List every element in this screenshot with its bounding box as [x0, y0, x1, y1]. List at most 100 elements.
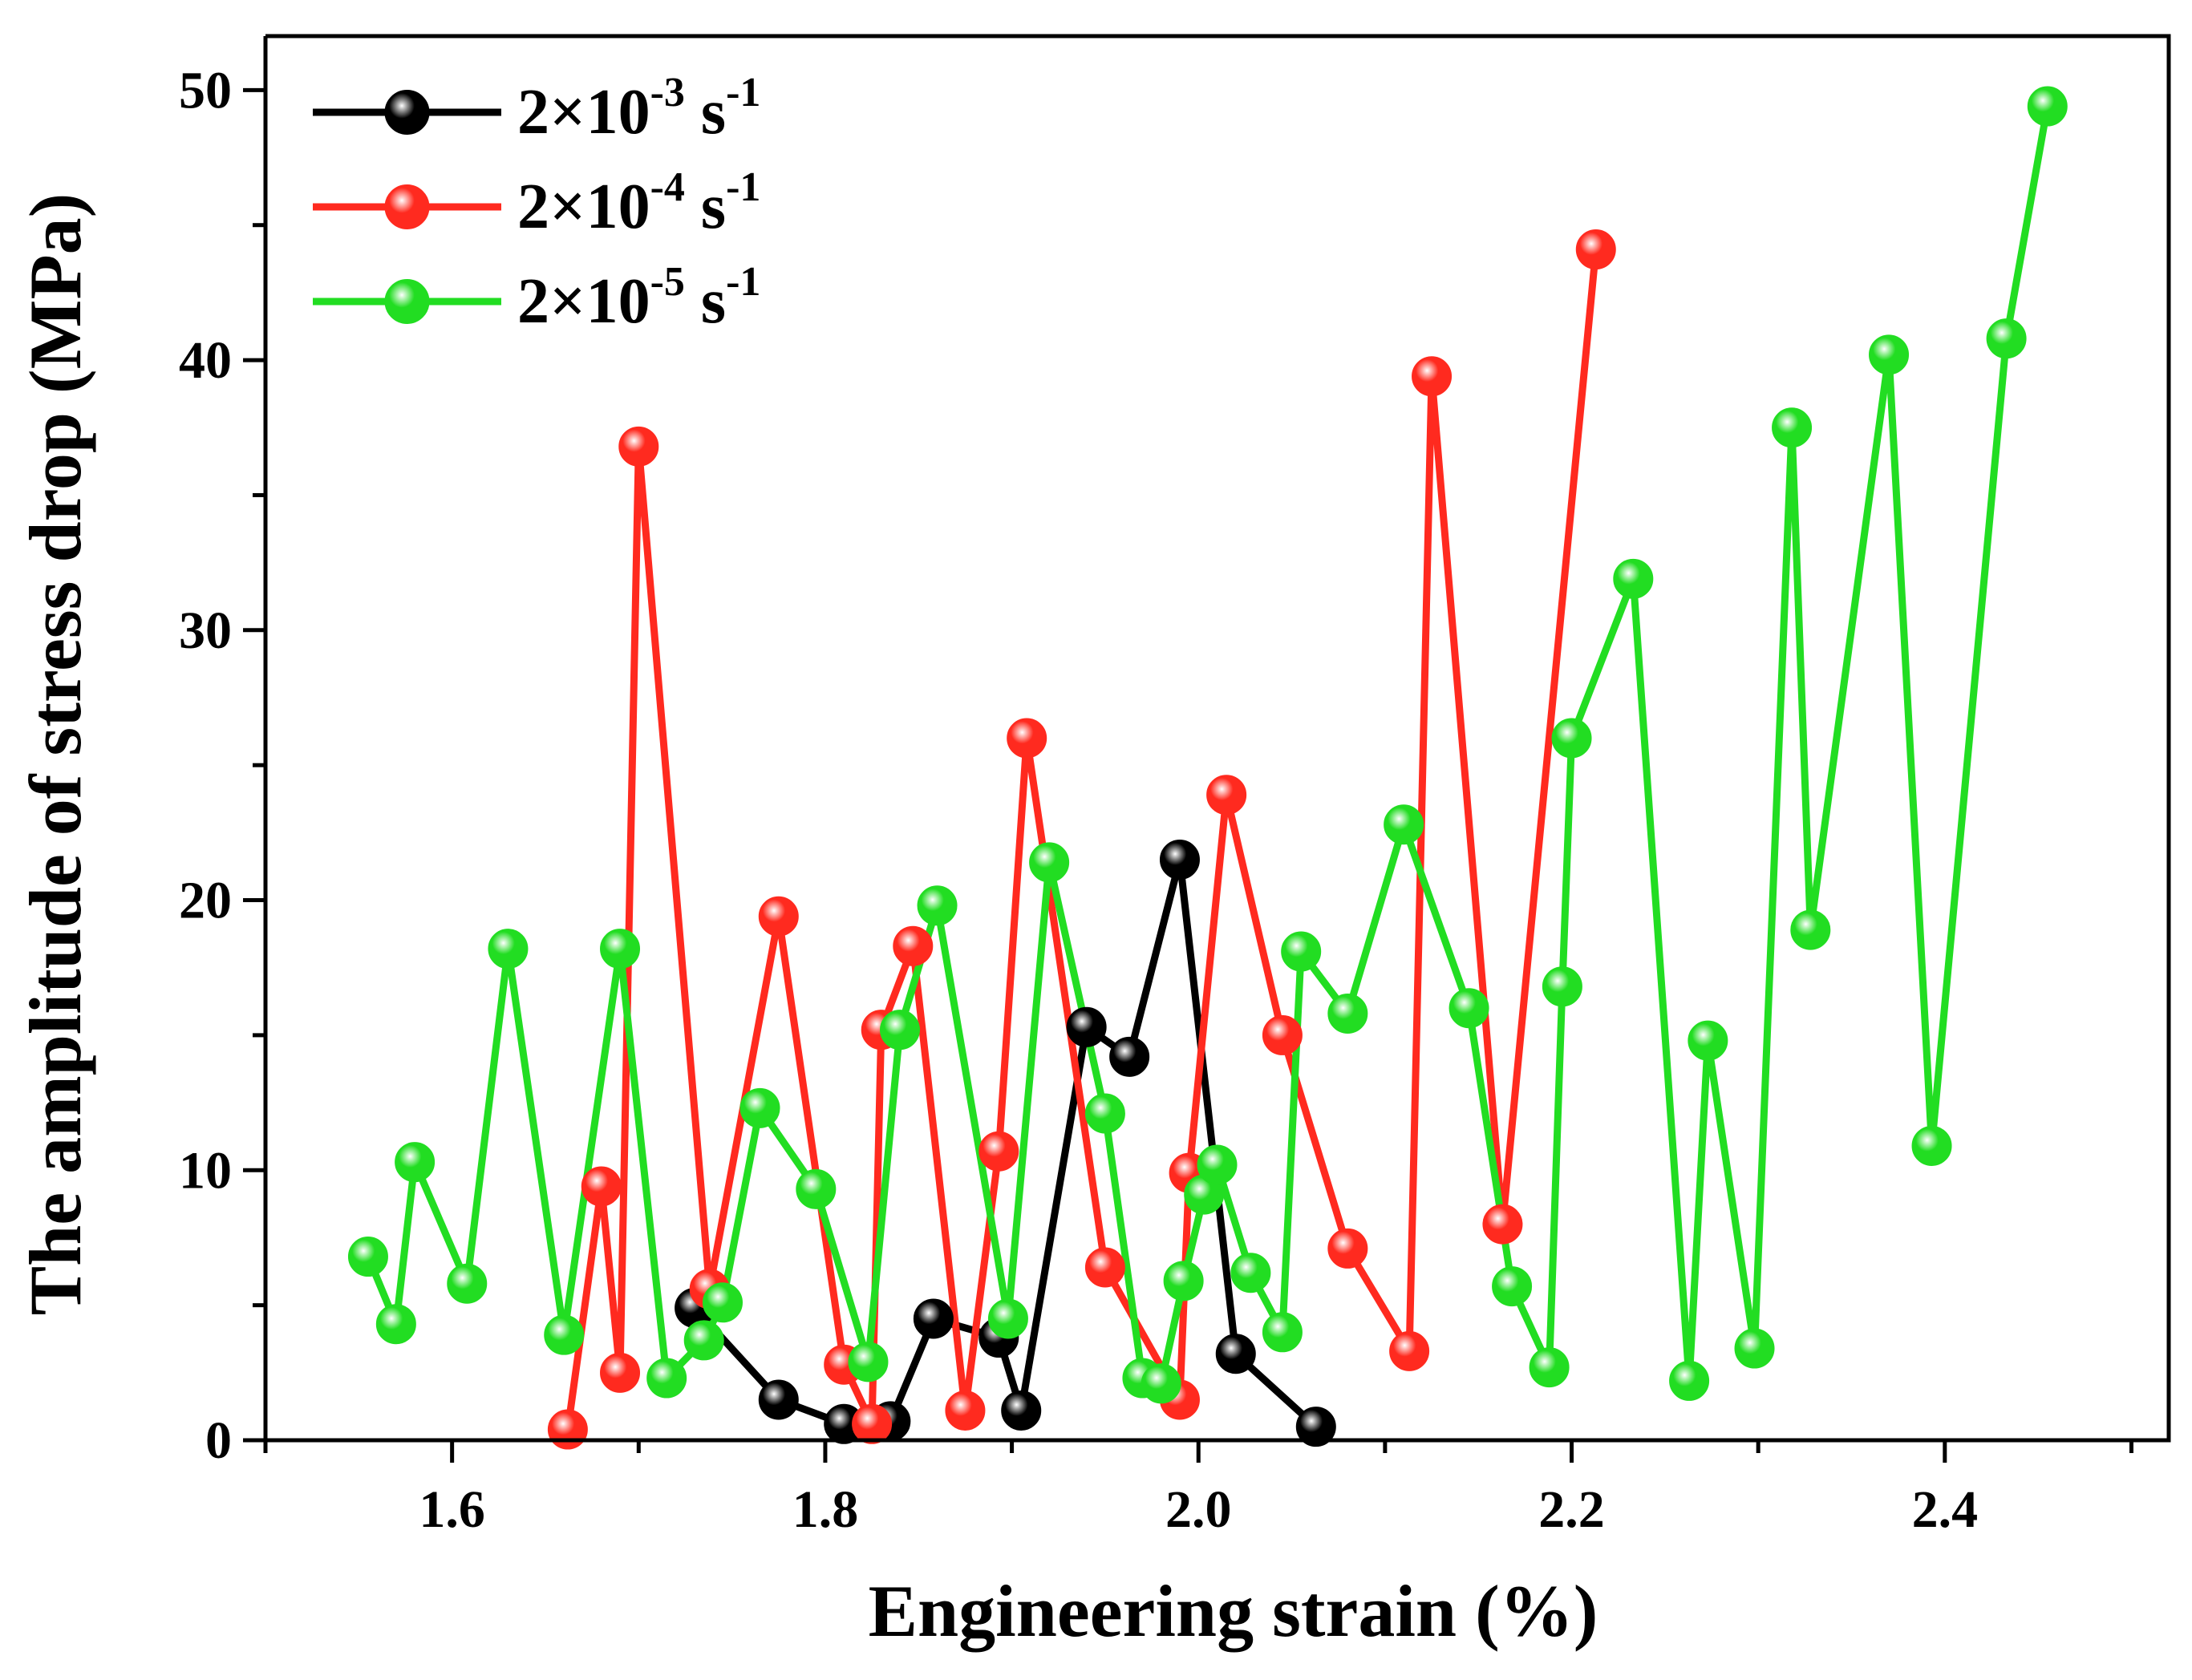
y-tick-label: 20 — [179, 872, 232, 930]
data-point — [1163, 1261, 1204, 1301]
x-tick-label: 1.6 — [419, 1480, 485, 1539]
data-point — [978, 1131, 1019, 1172]
data-point — [1869, 334, 1910, 375]
data-point — [683, 1320, 724, 1361]
axes: 1.6 1.8 2.0 2.2 2.4 0 10 20 30 40 50 — [179, 34, 2171, 1539]
data-point — [917, 885, 958, 926]
data-point — [945, 1390, 986, 1431]
data-point — [1492, 1266, 1533, 1307]
legend-marker — [384, 279, 430, 324]
legend-unit: s — [685, 77, 726, 148]
legend-label: 2×10-3 s-1 — [517, 70, 760, 148]
data-point — [1911, 1125, 1952, 1166]
data-point — [848, 1342, 889, 1382]
data-point — [1551, 718, 1592, 759]
data-point — [1007, 718, 1047, 759]
data-point — [1084, 1247, 1125, 1288]
data-point — [1449, 988, 1489, 1029]
legend-label: 2×10-5 s-1 — [517, 259, 760, 337]
data-point — [1669, 1360, 1710, 1401]
legend-unit: s — [685, 172, 726, 242]
data-point — [1262, 1312, 1303, 1353]
x-axis-title: Engineering strain (%) — [869, 1570, 1598, 1652]
data-point — [1230, 1253, 1271, 1293]
legend: 2×10-3 s-12×10-4 s-12×10-5 s-1 — [313, 70, 760, 337]
data-point — [395, 1142, 436, 1183]
data-point — [758, 1379, 799, 1420]
data-point — [702, 1282, 743, 1323]
legend-unit-exponent: -1 — [726, 70, 760, 115]
y-tick-label: 50 — [179, 61, 232, 119]
series-line — [564, 249, 1600, 1431]
data-point — [1141, 1363, 1181, 1404]
data-point — [618, 426, 659, 467]
data-point — [1215, 1334, 1256, 1374]
y-tick-label: 0 — [205, 1411, 232, 1470]
data-point — [547, 1409, 588, 1450]
data-point — [1295, 1407, 1336, 1447]
data-point — [1542, 966, 1582, 1007]
data-point — [375, 1304, 416, 1345]
data-point — [1327, 1228, 1368, 1269]
x-tick-label: 2.4 — [1912, 1480, 1979, 1539]
y-axis-title: The amplitude of stress drop (MPa) — [14, 193, 96, 1316]
data-point — [1109, 1036, 1150, 1077]
legend-base: 2×10 — [517, 172, 650, 242]
data-point — [1529, 1347, 1570, 1388]
legend-exponent: -4 — [650, 164, 685, 210]
data-point — [347, 1237, 388, 1277]
data-point — [758, 896, 799, 937]
legend-marker — [384, 90, 430, 135]
data-point — [600, 1352, 641, 1393]
data-point — [1734, 1328, 1775, 1369]
data-point — [1197, 1144, 1238, 1185]
data-point — [1389, 1330, 1430, 1371]
data-point — [739, 1087, 780, 1128]
legend-exponent: -3 — [650, 70, 685, 115]
data-point — [600, 929, 641, 970]
data-point — [1790, 909, 1831, 950]
data-point — [1066, 1006, 1107, 1047]
data-point — [1281, 931, 1322, 972]
data-point — [2027, 86, 2068, 127]
legend-marker — [384, 184, 430, 229]
legend-base: 2×10 — [517, 77, 650, 148]
plot-markers — [347, 86, 2068, 1450]
data-point — [1327, 993, 1368, 1034]
data-point — [1772, 407, 1813, 448]
data-point — [544, 1314, 585, 1355]
legend-label: 2×10-4 s-1 — [517, 164, 760, 242]
y-tick-label: 30 — [179, 601, 232, 660]
x-tick-label: 1.8 — [792, 1480, 859, 1539]
data-point — [1613, 558, 1654, 599]
data-point — [913, 1298, 954, 1339]
data-point — [447, 1263, 488, 1304]
legend-unit: s — [685, 266, 726, 337]
data-point — [987, 1298, 1028, 1339]
data-point — [893, 925, 934, 966]
data-point — [1575, 229, 1616, 270]
plot-frame — [263, 34, 2171, 1443]
data-point — [1029, 842, 1070, 883]
data-point — [1206, 775, 1247, 816]
data-point — [1482, 1204, 1523, 1245]
x-tick-label: 2.0 — [1165, 1480, 1232, 1539]
data-point — [852, 1403, 893, 1444]
data-point — [1159, 840, 1200, 880]
legend-base: 2×10 — [517, 266, 650, 337]
legend-unit-exponent: -1 — [726, 164, 760, 210]
legend-unit-exponent: -1 — [726, 259, 760, 305]
data-point — [1412, 356, 1453, 397]
data-point — [646, 1358, 687, 1399]
y-tick-label: 40 — [179, 331, 232, 390]
data-point — [796, 1168, 837, 1209]
data-point — [1384, 804, 1424, 845]
y-tick-label: 10 — [179, 1141, 232, 1200]
data-point — [1084, 1093, 1125, 1134]
data-point — [1262, 1014, 1303, 1055]
data-point — [488, 929, 529, 970]
data-point — [1001, 1390, 1042, 1431]
legend-exponent: -5 — [650, 259, 685, 305]
